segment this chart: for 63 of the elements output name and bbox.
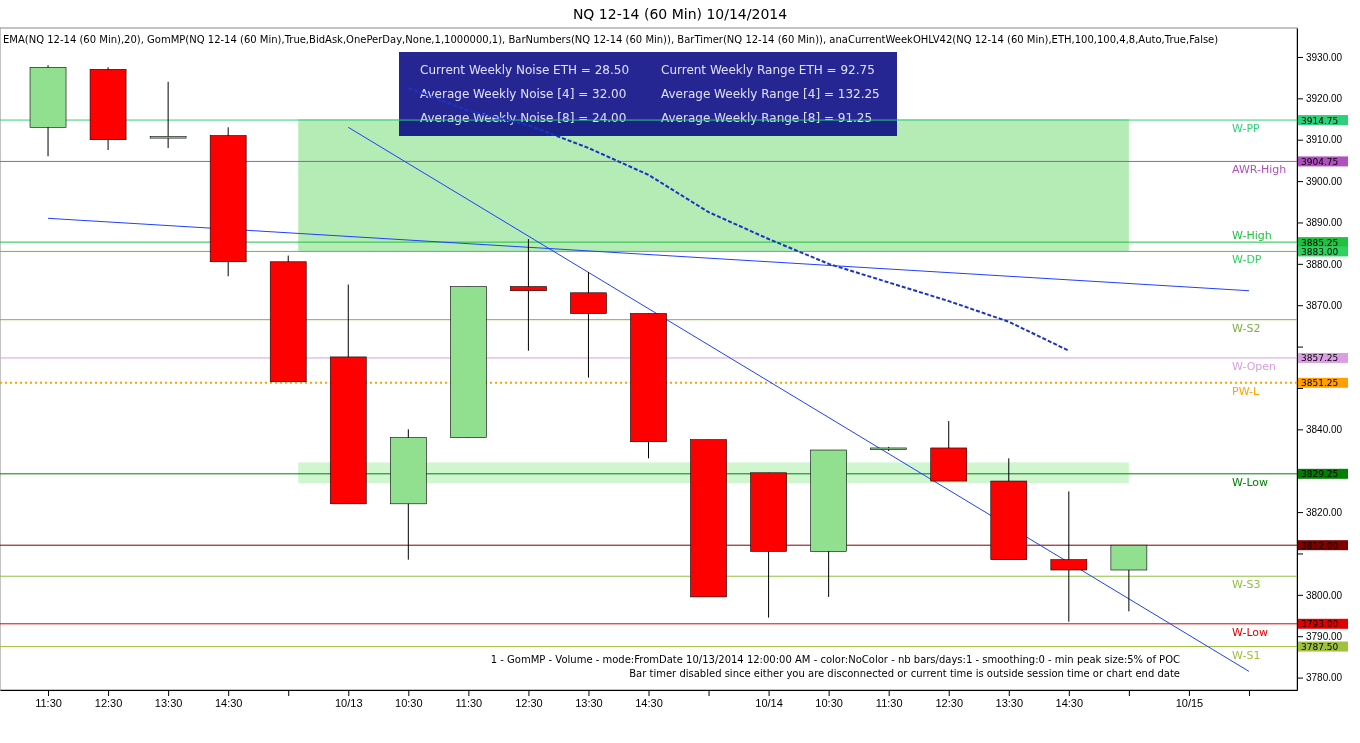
text: 3812.00 xyxy=(1301,540,1339,551)
text: 3829.25 xyxy=(1301,469,1339,480)
ref-line-label: W-Open xyxy=(1232,359,1277,373)
candlestick xyxy=(149,81,187,149)
ref-line-label: W-Low xyxy=(1232,625,1269,639)
x-tick-label: 14:30 xyxy=(214,696,243,709)
text: 3883.00 xyxy=(1301,246,1339,257)
y-tick-label: 3890.00 xyxy=(1306,217,1343,229)
ref-line-label: W-S1 xyxy=(1232,648,1261,662)
ref-line-label: W-Low xyxy=(1232,475,1269,489)
y-tick-label: 3920.00 xyxy=(1306,93,1343,105)
text: 3793.00 xyxy=(1301,619,1339,630)
y-tick-label: 3840.00 xyxy=(1306,424,1343,436)
annotation: Average Weekly Range [8] = 91.25 xyxy=(661,111,873,125)
x-tick-label: 13:30 xyxy=(995,696,1024,709)
x-tick-label: 14:30 xyxy=(1055,696,1084,709)
annotation: Average Weekly Noise [4] = 32.00 xyxy=(420,87,627,101)
x-tick-label: 10/15 xyxy=(1175,696,1204,709)
y-tick-label: 3820.00 xyxy=(1306,506,1343,518)
x-tick-label: 11:30 xyxy=(455,696,483,709)
candlestick xyxy=(1050,490,1088,623)
text: 3904.75 xyxy=(1301,156,1339,167)
line-series xyxy=(407,86,1070,352)
y-tick-label: 3880.00 xyxy=(1306,258,1343,270)
x-tick-label: 14:30 xyxy=(635,696,663,709)
y-tick-label: 3870.00 xyxy=(1306,299,1343,311)
x-tick-label: 10:30 xyxy=(815,696,843,709)
text: 3885.25 xyxy=(1301,237,1339,248)
text: 3857.25 xyxy=(1301,353,1339,364)
ref-line-label: W-S2 xyxy=(1232,321,1261,335)
x-tick-label: 12:30 xyxy=(515,696,543,709)
ref-line-label: W-PP xyxy=(1232,122,1261,136)
y-tick-label: 3930.00 xyxy=(1306,51,1343,63)
x-tick-label: 11:30 xyxy=(35,696,62,709)
x-tick-label: 10:30 xyxy=(395,696,423,709)
annotation: Current Weekly Noise ETH = 28.50 xyxy=(420,63,630,77)
candlestick xyxy=(510,238,547,352)
text: 3851.25 xyxy=(1301,378,1339,389)
x-tick-label: 11:30 xyxy=(875,696,903,709)
y-tick-label: 3900.00 xyxy=(1306,175,1343,187)
x-tick-label: 12:30 xyxy=(935,696,963,709)
text: 3914.75 xyxy=(1301,115,1339,126)
annotation: 1 - GomMP - Volume - mode:FromDate 10/13/2014 12:00:00 AM - color:NoColor - nb bars/days:1 - smoothing:0 - min peak size:5% of POC xyxy=(490,654,1181,665)
y-tick-label: 3780.00 xyxy=(1306,672,1343,684)
annotation: Bar timer disabled since either you are disconnected or current time is outside session time or chart end date xyxy=(629,668,1180,679)
ref-line-label: W-High xyxy=(1232,229,1272,243)
annotation: EMA(NQ 12-14 (60 Min),20), GomMP(NQ 12-14 (60 Min),True,BidAsk,OnePerDay,None,1,1000000,1), BarNumbers(NQ 12-14 (60 Min)), BarTimer(NQ 12-14 (60 Min)), anaCurrentWeekOHLV42(NQ 12-14 (60 Min),ETH,100,100,4,8,Auto,True,False) xyxy=(3,34,1219,45)
x-tick-label: 13:30 xyxy=(575,696,603,709)
ref-line-label: PW-L xyxy=(1232,384,1261,398)
x-tick-label: 10/14 xyxy=(755,696,783,709)
x-tick-label: 13:30 xyxy=(154,696,183,709)
y-tick-label: 3910.00 xyxy=(1306,134,1343,146)
annotation: Current Weekly Range ETH = 92.75 xyxy=(661,63,875,77)
text: 3787.50 xyxy=(1301,642,1339,653)
ref-line-label: AWR-High xyxy=(1232,163,1287,177)
annotation: Average Weekly Range [4] = 132.25 xyxy=(661,87,880,101)
ref-line-label: W-S3 xyxy=(1232,578,1261,592)
x-tick-label: 12:30 xyxy=(94,696,123,709)
x-tick-label: 10/13 xyxy=(335,696,363,709)
ref-line-label: W-DP xyxy=(1232,253,1262,267)
chart-title: NQ 12-14 (60 Min) 10/14/2014 xyxy=(572,6,788,22)
y-tick-label: 3800.00 xyxy=(1306,589,1343,601)
y-tick-label: 3790.00 xyxy=(1306,630,1343,642)
